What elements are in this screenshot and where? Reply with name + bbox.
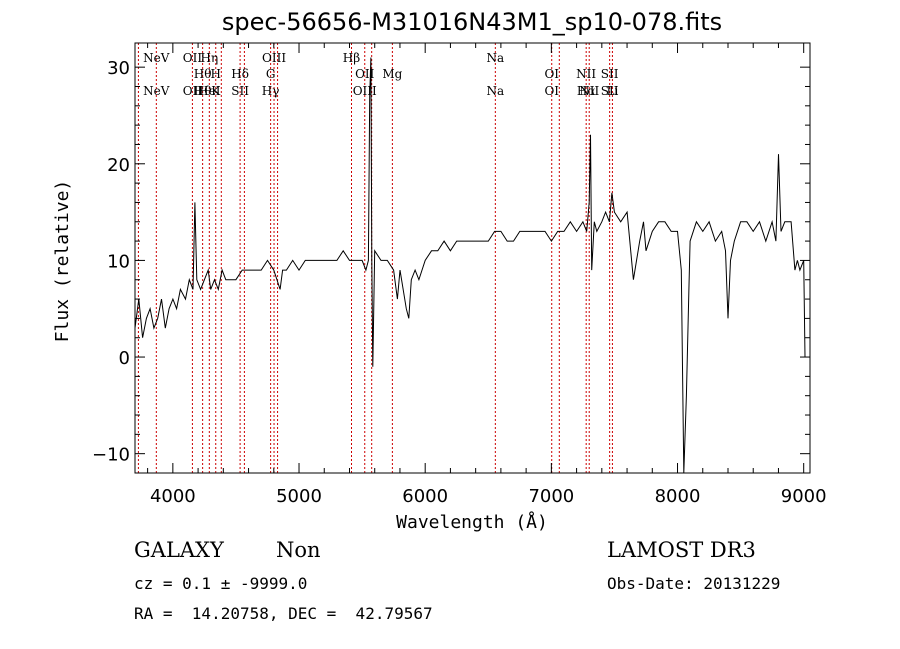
spectrum-chart: spec-56656-M31016N43M1_sp10-078.fits NeV… <box>52 8 827 533</box>
line-marker-label: Hδ <box>231 67 249 81</box>
y-axis-label: Flux (relative) <box>52 180 73 343</box>
redshift-cz: cz = 0.1 ± -9999.0 <box>134 574 308 593</box>
object-subclass: Non <box>276 538 321 562</box>
line-marker-label: SII <box>601 67 619 81</box>
line-marker-label: HeI <box>198 84 221 98</box>
line-marker-label: NeV <box>143 51 170 65</box>
line-marker-label: Hγ <box>262 84 280 98</box>
object-class: GALAXY <box>134 538 224 562</box>
chart-title: spec-56656-M31016N43M1_sp10-078.fits <box>222 8 722 36</box>
coordinates: RA = 14.20758, DEC = 42.79567 <box>134 604 433 623</box>
line-marker-label: Hα <box>577 84 596 98</box>
x-tick-label: 9000 <box>781 486 827 507</box>
line-marker-label: Hβ <box>343 51 360 65</box>
line-marker-label: Na <box>487 84 505 98</box>
line-marker-label: OII <box>355 67 375 81</box>
line-marker-label: Mg <box>382 67 402 81</box>
x-axis-label: Wavelength (Å) <box>396 511 548 533</box>
emission-line-markers <box>137 43 613 473</box>
y-tick-label: 30 <box>107 58 130 79</box>
y-tick-label: −10 <box>92 445 130 466</box>
survey-name: LAMOST DR3 <box>607 538 756 562</box>
line-marker-label: Li <box>607 84 619 98</box>
plot-frame <box>134 42 811 474</box>
line-marker-label: NII <box>579 84 599 98</box>
line-marker-label: SII <box>601 84 619 98</box>
y-tick-label: 20 <box>107 155 130 176</box>
line-marker-label: Hη <box>200 51 218 65</box>
line-marker-label: OIII <box>353 84 377 98</box>
y-axis-ticks: −10 0 10 20 30 <box>92 58 810 466</box>
line-marker-label: Hθ <box>194 84 212 98</box>
observation-date: Obs-Date: 20131229 <box>607 574 781 593</box>
line-marker-label: NeV <box>143 84 170 98</box>
line-marker-label: Hθ <box>194 67 212 81</box>
line-marker-label: K <box>211 84 221 98</box>
x-tick-label: 4000 <box>150 486 196 507</box>
line-marker-label: G <box>266 67 276 81</box>
line-marker-label: SII <box>231 84 249 98</box>
line-marker-label: OII <box>183 51 203 65</box>
x-tick-label: 8000 <box>655 486 701 507</box>
line-marker-label: OI <box>544 84 559 98</box>
x-axis-ticks: 4000 5000 6000 7000 8000 9000 <box>147 43 827 507</box>
line-marker-label: OI <box>544 67 559 81</box>
x-tick-label: 7000 <box>528 486 574 507</box>
x-tick-label: 5000 <box>276 486 322 507</box>
line-marker-label: NII <box>576 67 596 81</box>
spectrum-line <box>134 57 806 474</box>
line-marker-label: OII <box>183 84 203 98</box>
y-tick-label: 10 <box>107 251 130 272</box>
y-tick-label: 0 <box>119 348 130 369</box>
x-tick-label: 6000 <box>402 486 448 507</box>
line-marker-label: Na <box>487 51 505 65</box>
line-marker-label: H <box>211 67 221 81</box>
line-marker-label: OIII <box>262 51 286 65</box>
